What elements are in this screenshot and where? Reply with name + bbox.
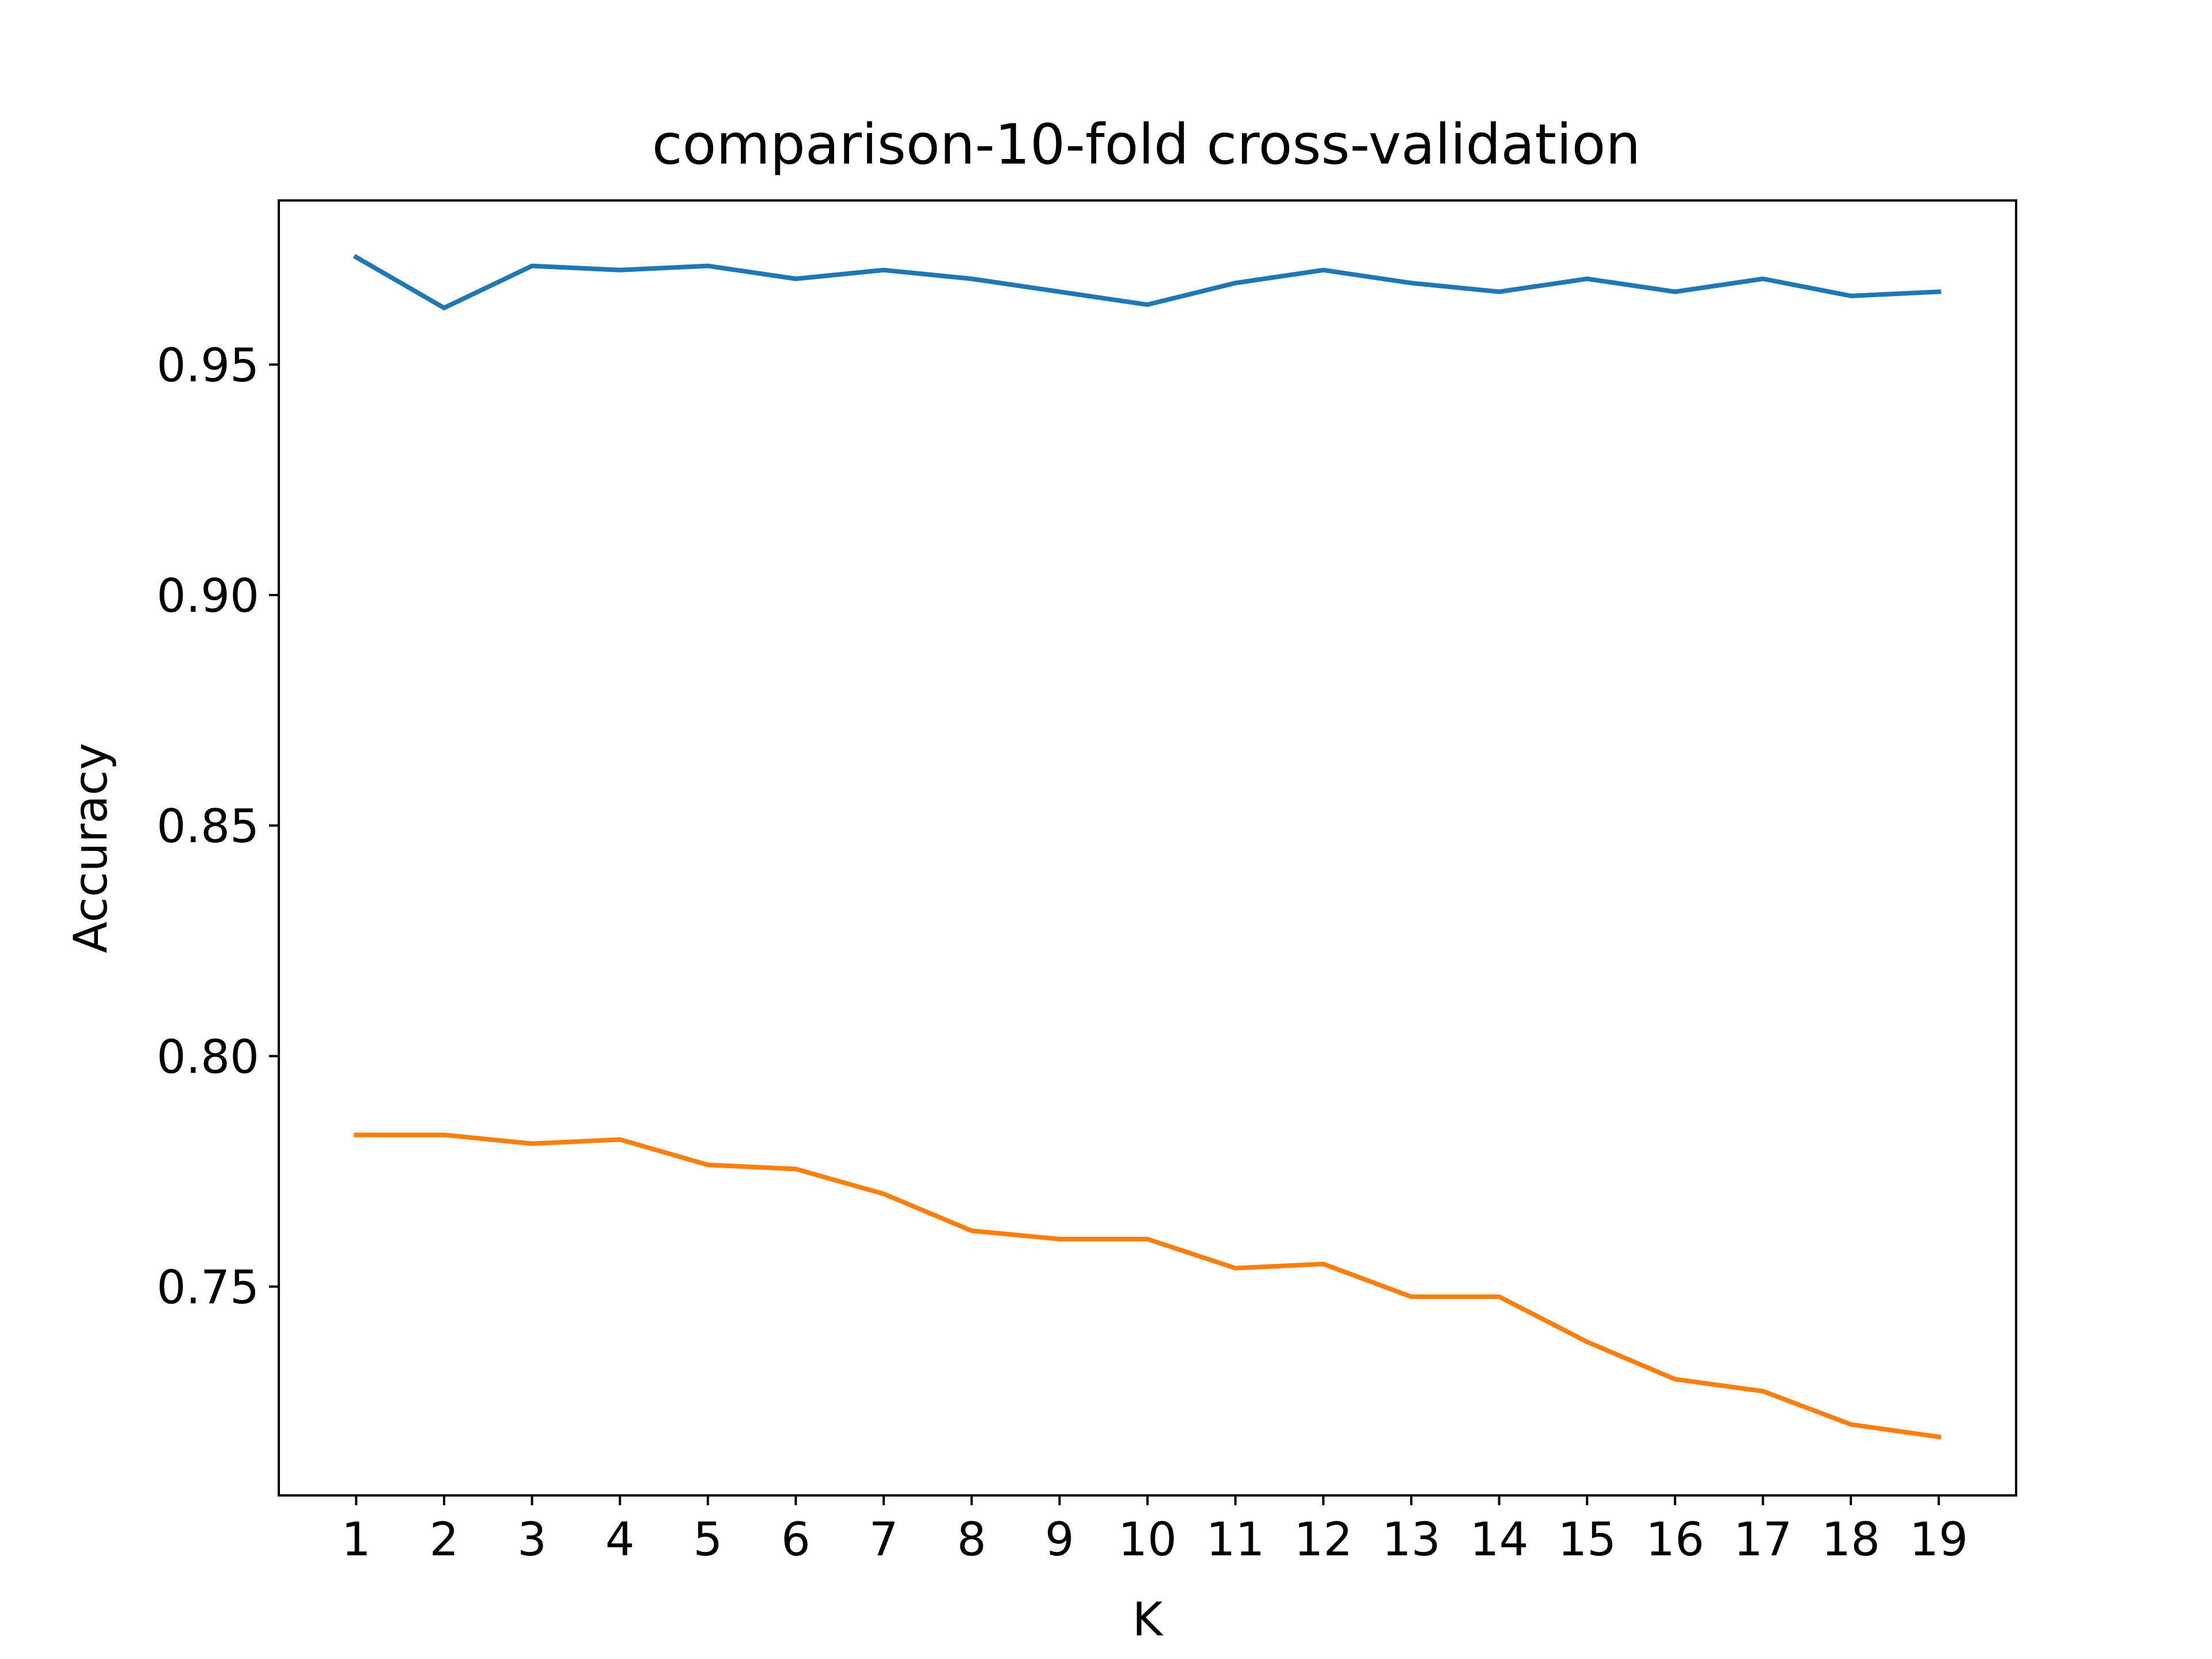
series-1-line (353, 253, 1941, 310)
x-tick-label: 10 (1118, 1513, 1177, 1566)
chart-title: comparison-10-fold cross-validation (652, 112, 1641, 177)
x-tick-label: 8 (957, 1513, 986, 1566)
x-tick-label: 16 (1646, 1513, 1705, 1566)
x-tick-label: 11 (1206, 1513, 1265, 1566)
y-tick-label: 0.80 (157, 1030, 259, 1084)
plot-area-frame (278, 199, 2017, 1497)
x-tick-label: 14 (1470, 1513, 1529, 1566)
x-axis-label: K (1132, 1593, 1164, 1646)
x-tick-label: 7 (869, 1513, 899, 1566)
x-tick-label: 15 (1558, 1513, 1616, 1566)
y-tick-label: 0.90 (157, 569, 259, 623)
x-tick-label: 3 (517, 1513, 547, 1566)
x-tick-label: 4 (605, 1513, 635, 1566)
y-tick-label: 0.85 (157, 800, 259, 853)
x-tick-label: 2 (429, 1513, 459, 1566)
y-axis-label: Accuracy (64, 743, 118, 953)
x-tick-label: 18 (1821, 1513, 1880, 1566)
series-layer (353, 253, 1942, 1440)
x-tick-label: 5 (693, 1513, 722, 1566)
x-tick-label: 6 (781, 1513, 810, 1566)
x-tick-label: 13 (1382, 1513, 1441, 1566)
x-tick-label: 12 (1294, 1513, 1353, 1566)
x-tick-label: 1 (342, 1513, 371, 1566)
y-tick-label: 0.95 (157, 339, 259, 392)
x-tick-label: 19 (1910, 1513, 1968, 1566)
x-tick-label: 17 (1734, 1513, 1793, 1566)
axis-layer: 1 2 3 4 5 6 7 8 9 10 11 12 13 14 15 16 17 18 190.750.800.8… (157, 339, 1968, 1566)
y-tick-label: 0.75 (157, 1260, 259, 1314)
series-2-line (354, 1132, 1942, 1440)
x-tick-label: 9 (1045, 1513, 1074, 1566)
